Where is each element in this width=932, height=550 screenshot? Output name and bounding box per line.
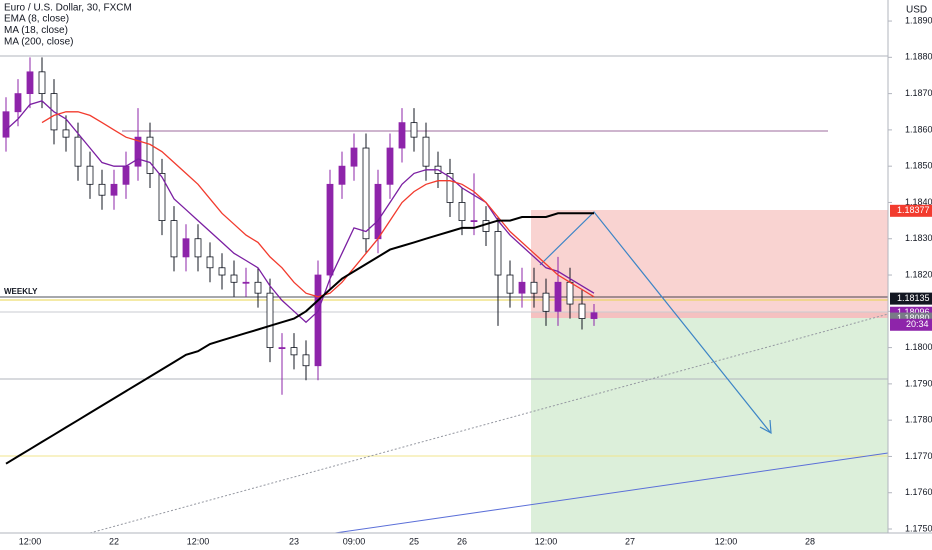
candle-body (14, 93, 22, 113)
ma-line (5, 212, 594, 465)
candle-body (494, 231, 502, 276)
candle-body (134, 136, 142, 167)
candle-body (242, 281, 250, 284)
y-tick-label: 1.17500 (905, 523, 932, 533)
candle-body (350, 147, 358, 167)
legend-entry: EMA (8, close) (4, 14, 69, 25)
candle-body (158, 173, 166, 222)
candle-body (314, 274, 322, 367)
y-tick-label: 1.18500 (905, 161, 932, 171)
candle-body (254, 281, 262, 294)
price-label: 1.18080 (897, 313, 930, 323)
trend-line (89, 313, 889, 534)
x-tick-label: 23 (289, 536, 299, 546)
price-label: 1.18135 (897, 293, 930, 303)
candle-body (74, 136, 82, 167)
arrow-head (759, 419, 772, 435)
y-tick-label: 1.18700 (905, 88, 932, 98)
candle-body (194, 238, 202, 258)
legend-entry: MA (18, close) (4, 25, 68, 36)
y-tick-label: 1.18400 (905, 197, 932, 207)
ma-line (5, 100, 595, 324)
y-tick-label: 1.18600 (905, 124, 932, 134)
x-tick-label: 25 (409, 536, 419, 546)
currency: USD (906, 5, 927, 16)
candle-body (482, 220, 490, 232)
candle-body (566, 281, 574, 305)
candle-body (506, 274, 514, 294)
candle-body (206, 256, 214, 269)
candle-body (98, 183, 106, 196)
price-label: 1.18096 (897, 307, 930, 317)
y-tick-label: 1.18300 (905, 233, 932, 243)
candle-body (338, 165, 346, 185)
x-tick-label: 12:00 (535, 536, 558, 546)
candle-body (182, 238, 190, 258)
price-label-box (890, 204, 932, 217)
y-tick-label: 1.18900 (905, 15, 932, 25)
price-label-box (890, 292, 932, 305)
candle-body (86, 165, 94, 185)
candle-body (110, 183, 118, 196)
candle-body (266, 292, 274, 348)
candle-body (290, 347, 298, 356)
y-tick-label: 1.17800 (905, 415, 932, 425)
candle-body (386, 147, 394, 185)
candle-body (2, 111, 10, 138)
candle-body (122, 165, 130, 185)
candle-body (230, 274, 238, 283)
candle-body (170, 220, 178, 258)
reward-zone (531, 318, 888, 533)
candle-body (590, 312, 598, 319)
candle-body (278, 347, 286, 349)
entry-zone (531, 312, 888, 318)
candle-body (470, 220, 478, 223)
y-tick-label: 1.17600 (905, 487, 932, 497)
y-tick-label: 1.18800 (905, 52, 932, 62)
annotation: WEEKLY (4, 287, 38, 296)
forecast-arrow (539, 211, 771, 433)
candle-body (362, 147, 370, 240)
chart-title: Euro / U.S. Dollar, 30, FXCM (4, 3, 132, 14)
y-tick-label: 1.17900 (905, 378, 932, 388)
countdown-box (890, 318, 932, 331)
x-tick-label: 27 (625, 536, 635, 546)
trend-line (334, 452, 889, 534)
candle-body (422, 136, 430, 167)
x-tick-label: 12:00 (715, 536, 738, 546)
candle-body (26, 71, 34, 95)
y-tick-label: 1.18000 (905, 342, 932, 352)
candle-body (218, 267, 226, 276)
y-tick-label: 1.18200 (905, 269, 932, 279)
candle-body (326, 183, 334, 276)
x-tick-label: 12:00 (19, 536, 42, 546)
x-tick-label: 22 (109, 536, 119, 546)
candle-body (302, 354, 310, 367)
candle-body (62, 129, 70, 138)
candle-body (374, 183, 382, 240)
x-tick-label: 26 (457, 536, 467, 546)
y-tick-label: 1.17700 (905, 451, 932, 461)
candle-body (578, 303, 586, 319)
candle-body (458, 202, 466, 222)
candle-body (410, 122, 418, 138)
ma-line (41, 111, 595, 298)
candle-body (146, 136, 154, 174)
legend-entry: MA (200, close) (4, 37, 73, 48)
x-tick-label: 09:00 (343, 536, 366, 546)
candle-body (398, 122, 406, 149)
candle-body (518, 281, 526, 294)
price-axis (888, 0, 932, 550)
candle-body (38, 71, 46, 95)
candle-body (446, 173, 454, 203)
candle-body (530, 281, 538, 294)
candle-body (542, 292, 550, 312)
x-tick-label: 12:00 (187, 536, 210, 546)
x-tick-label: 28 (805, 536, 815, 546)
candle-body (554, 281, 562, 312)
price-label: 1.18377 (897, 205, 930, 215)
countdown: 20:34 (906, 319, 929, 329)
